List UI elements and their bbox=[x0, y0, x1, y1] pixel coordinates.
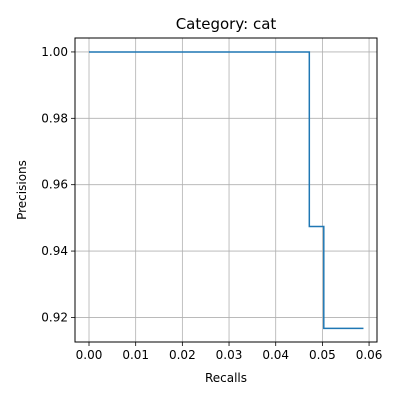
ticks: 0.00 0.01 0.02 0.03 0.04 0.05 0.06 0.92 0.94 0.96… bbox=[41, 45, 382, 362]
series-layer bbox=[89, 51, 364, 330]
chart-title: Category: cat bbox=[176, 15, 277, 33]
x-tick-label: 0.00 bbox=[76, 348, 103, 362]
x-tick-label: 0.02 bbox=[169, 348, 196, 362]
x-tick-label: 0.06 bbox=[356, 348, 383, 362]
y-tick-label: 0.92 bbox=[41, 310, 68, 324]
y-tick-label: 0.98 bbox=[41, 111, 68, 125]
x-axis-label: Recalls bbox=[205, 371, 247, 385]
x-tick-label: 0.04 bbox=[262, 348, 289, 362]
plot-frame bbox=[74, 37, 378, 343]
y-tick-label: 0.96 bbox=[41, 178, 68, 192]
series-line bbox=[89, 51, 364, 330]
y-axis-label: Precisions bbox=[15, 160, 29, 220]
x-tick-label: 0.03 bbox=[216, 348, 243, 362]
y-tick-label: 0.94 bbox=[41, 244, 68, 258]
x-tick-label: 0.01 bbox=[122, 348, 149, 362]
x-tick-label: 0.05 bbox=[309, 348, 336, 362]
y-tick-label: 1.00 bbox=[41, 45, 68, 59]
